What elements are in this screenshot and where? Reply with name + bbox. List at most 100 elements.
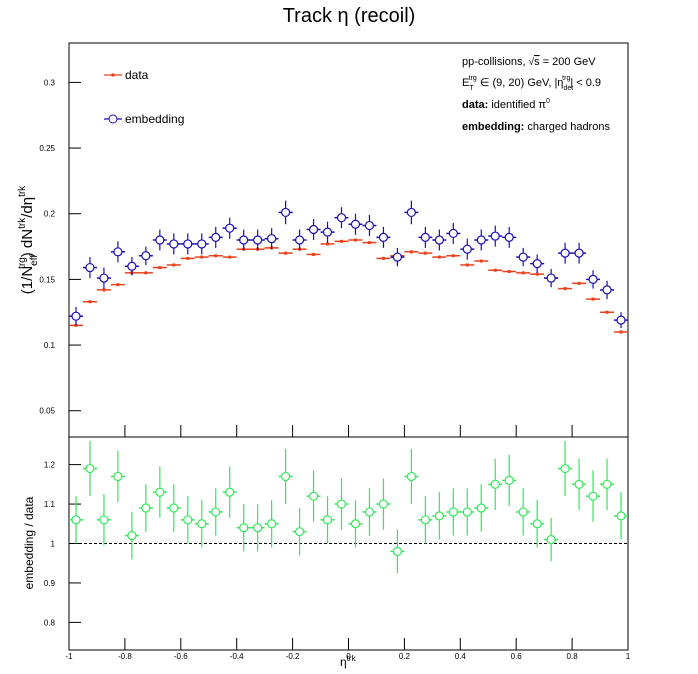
marker [504, 232, 514, 242]
marker [155, 487, 165, 497]
marker [239, 523, 249, 533]
marker [574, 248, 584, 258]
marker [577, 281, 581, 285]
x-tick-label: 0.2 [399, 652, 411, 661]
marker [616, 511, 626, 521]
marker [88, 300, 92, 304]
marker [197, 519, 207, 529]
marker [281, 471, 291, 482]
y-axis-label: (1/Nefftrg) dNtrk/dηtrk [17, 185, 40, 294]
marker [253, 523, 263, 533]
x-tick-label: 0.6 [511, 652, 523, 661]
marker [158, 266, 162, 270]
annotation-cuts: ETtrg ∈ (9, 20) GeV, |ηdettrg| < 0.9 [462, 75, 601, 92]
marker [322, 227, 333, 237]
legend-label: data [125, 68, 149, 82]
marker [225, 223, 235, 233]
marker [228, 255, 232, 259]
y-tick-label: 0.8 [44, 618, 56, 627]
marker [169, 239, 179, 249]
marker [141, 251, 151, 261]
marker [535, 272, 539, 276]
y-tick-label: 1 [51, 540, 56, 549]
marker [183, 515, 193, 525]
marker [322, 515, 333, 525]
marker [392, 546, 403, 556]
marker [312, 252, 316, 256]
marker [493, 268, 497, 272]
x-tick-label: -0.6 [174, 652, 188, 661]
x-tick-label: 0.8 [567, 652, 579, 661]
marker [155, 235, 165, 245]
marker [350, 519, 361, 529]
x-tick-label: 1 [626, 652, 631, 661]
marker [602, 479, 612, 489]
x-tick-label: -0.8 [118, 652, 132, 661]
marker [434, 235, 444, 245]
marker [116, 283, 120, 287]
marker [267, 519, 277, 529]
marker [448, 228, 458, 239]
marker [532, 519, 542, 529]
annotation-embedding: embedding: charged hadrons [462, 121, 610, 133]
marker [409, 250, 413, 254]
marker [71, 311, 81, 321]
marker [546, 273, 556, 283]
x-tick-label: -0.4 [230, 652, 244, 661]
y-tick-label: 0.1 [44, 341, 56, 350]
marker [326, 242, 330, 246]
y-tick-label: 0.9 [44, 579, 56, 588]
legend-label: embedding [125, 112, 184, 126]
marker [336, 213, 347, 223]
marker [490, 479, 500, 489]
marker [420, 515, 430, 525]
marker [340, 239, 344, 243]
marker [563, 287, 567, 291]
marker [406, 207, 416, 218]
marker [588, 491, 598, 501]
marker [479, 259, 483, 263]
marker [353, 238, 357, 242]
chart-title: Track η (recoil) [283, 5, 416, 27]
marker [253, 235, 263, 245]
marker [560, 463, 570, 474]
y-tick-label: 0.15 [39, 275, 55, 284]
marker [423, 251, 427, 255]
marker [350, 219, 361, 229]
marker [420, 232, 430, 242]
marker [294, 527, 305, 537]
marker [507, 270, 511, 274]
marker [200, 255, 204, 259]
marker [99, 273, 109, 283]
marker [294, 235, 305, 245]
marker [518, 507, 528, 517]
marker [616, 315, 626, 325]
marker [364, 507, 375, 517]
marker [85, 463, 95, 474]
x-tick-label: -0.2 [286, 652, 300, 661]
marker [239, 235, 249, 245]
y-tick-label: 1.1 [44, 500, 56, 509]
marker [381, 256, 385, 260]
marker [476, 503, 486, 513]
marker [451, 254, 455, 258]
marker [211, 232, 221, 242]
marker [113, 247, 123, 257]
marker [504, 475, 514, 485]
x-axis-label: ηtrk [340, 654, 357, 669]
marker [532, 259, 542, 269]
marker [521, 271, 525, 275]
marker [364, 220, 375, 231]
y-tick-label: 0.25 [39, 144, 55, 153]
marker [281, 207, 291, 218]
marker [605, 310, 609, 314]
marker [378, 499, 389, 509]
marker [588, 274, 598, 284]
legend-marker [108, 114, 118, 124]
marker [113, 471, 123, 482]
marker [99, 515, 109, 525]
marker [518, 252, 528, 262]
marker [367, 241, 371, 245]
marker [211, 507, 221, 517]
